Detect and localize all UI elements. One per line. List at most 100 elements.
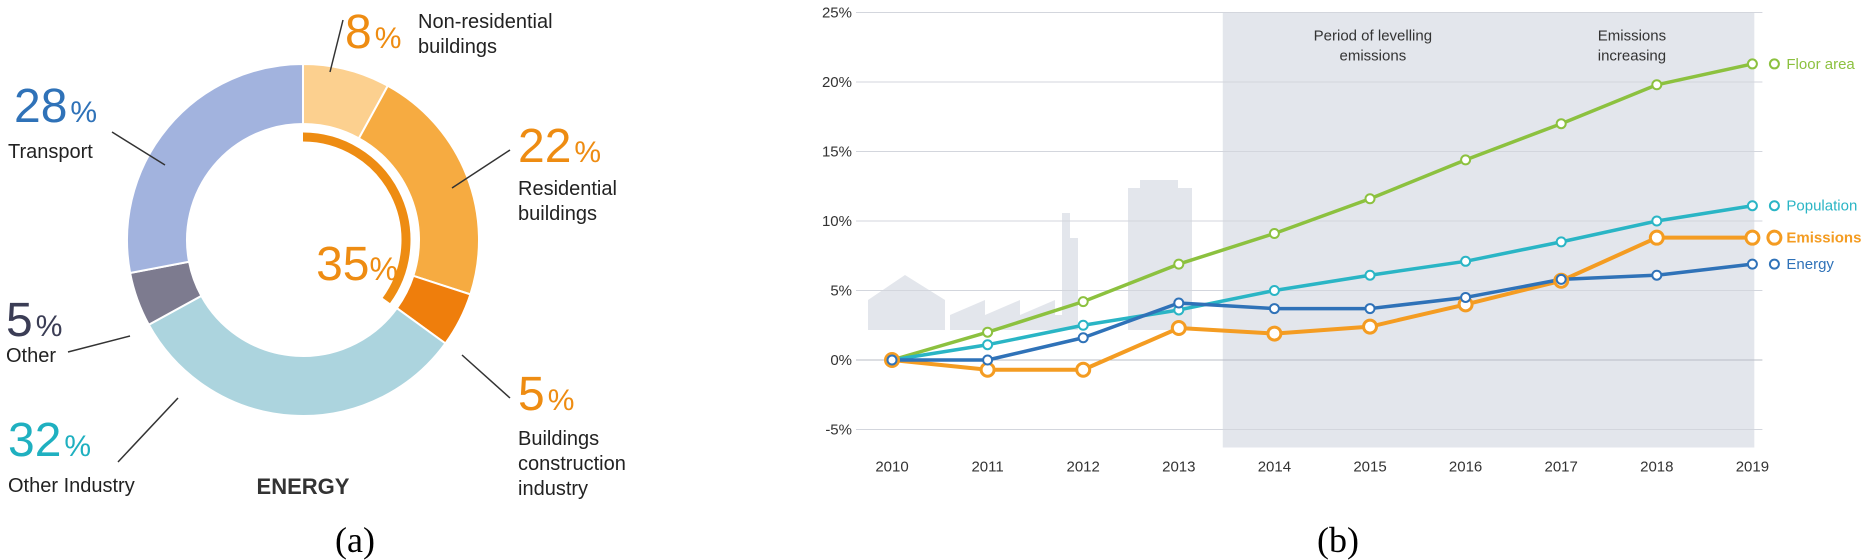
series-label-energy: Energy	[1786, 256, 1834, 273]
point-floor-area	[1651, 79, 1663, 91]
series-label-floor-area: Floor area	[1786, 56, 1855, 73]
x-tick-label: 2014	[1258, 459, 1291, 476]
x-tick-label: 2013	[1162, 459, 1195, 476]
shaded-period-label-1: Period of levelling emissions	[1314, 28, 1432, 65]
leader-residential-buildings	[451, 149, 511, 189]
slice-label-buildings-construction-industry: Buildings construction industry	[518, 428, 626, 500]
shaded-period-1	[1222, 12, 1523, 448]
series-markers	[884, 58, 1761, 378]
slice-label-residential-buildings: Residential buildings	[518, 178, 617, 225]
leader-buildings-construction-industry	[461, 354, 511, 399]
point-energy	[1460, 291, 1472, 303]
x-axis: 2010 2011 2012 2013 2014 2015 2016 2017 2018 2019	[875, 459, 1769, 476]
slice-value-other-industry: 32%	[8, 414, 91, 467]
y-tick-label: 10%	[822, 213, 852, 230]
x-tick-label: 2012	[1067, 459, 1100, 476]
point-energy	[1651, 269, 1663, 281]
series-label-emissions: Emissions	[1786, 230, 1861, 247]
point-emissions	[1266, 325, 1283, 342]
point-floor-area	[1173, 258, 1185, 270]
point-energy	[1268, 303, 1280, 315]
series-label-population: Population	[1786, 198, 1857, 215]
y-tick-label: 0%	[830, 352, 852, 369]
x-tick-label: 2019	[1736, 459, 1769, 476]
point-floor-area	[1746, 58, 1758, 70]
slice-label-transport: Transport	[8, 141, 93, 163]
line-chart: Period of levelling emissions Emissions inc…	[822, 5, 1861, 560]
x-tick-label: 2015	[1353, 459, 1386, 476]
slice-label-other-industry: Other Industry	[8, 475, 135, 497]
slice-value-residential-buildings: 22%	[518, 120, 601, 173]
point-population	[982, 339, 994, 351]
point-floor-area	[1555, 118, 1567, 130]
slice-value-buildings-construction-industry: 5%	[518, 368, 574, 421]
point-population	[1555, 236, 1567, 248]
point-floor-area	[1460, 154, 1472, 166]
leader-transport	[111, 131, 166, 166]
shaded-period-label-2: Emissions increasing	[1598, 28, 1666, 65]
legend-marker-floor-area	[1768, 58, 1780, 70]
point-population	[1651, 215, 1663, 227]
point-emissions	[1362, 318, 1378, 335]
point-energy	[1746, 258, 1758, 270]
series-lines	[891, 62, 1753, 372]
leader-other-industry	[117, 397, 179, 463]
legend-marker-energy	[1768, 258, 1780, 270]
shaded-periods: Period of levelling emissions Emissions inc…	[1222, 12, 1755, 448]
caption-a: (a)	[335, 520, 375, 560]
point-energy	[1077, 332, 1089, 344]
slice-transport	[126, 62, 304, 275]
line-energy	[892, 262, 1753, 362]
tower-silhouette	[1128, 180, 1192, 330]
x-tick-label: 2017	[1545, 459, 1578, 476]
leader-other	[67, 335, 131, 353]
donut-slices	[126, 62, 480, 417]
point-population	[1364, 269, 1376, 281]
point-population	[1460, 255, 1472, 267]
slice-other-industry	[147, 294, 447, 417]
series-labels: Floor area Population Emissions Energy	[1766, 56, 1861, 273]
point-population	[1077, 319, 1089, 331]
point-energy	[1173, 297, 1185, 309]
legend-marker-population	[1768, 200, 1780, 212]
chimney-silhouette	[1070, 238, 1078, 330]
point-floor-area	[982, 326, 994, 338]
y-axis: -5% 0% 5% 10% 15% 20% 25%	[822, 5, 852, 439]
energy-share-value: 35%	[316, 238, 398, 291]
point-population	[1746, 200, 1758, 212]
slice-value-other: 5%	[6, 294, 62, 347]
slice-value-non-residential-buildings: 8%	[345, 6, 401, 59]
donut-chart: 8% Non-residential buildings 22 % Residential…	[6, 6, 626, 560]
line-floor-area	[891, 62, 1753, 362]
leader-non-residential-buildings	[329, 19, 344, 73]
legend-marker-emissions	[1766, 229, 1783, 246]
energy-share-arc	[302, 132, 411, 304]
y-tick-label: -5%	[825, 422, 852, 439]
slice-residential-buildings	[357, 84, 480, 296]
slice-label-non-residential-buildings: Non-residential buildings	[418, 11, 553, 58]
building-silhouettes	[868, 180, 1192, 330]
point-energy	[1555, 273, 1567, 285]
donut-center-label: ENERGY	[257, 474, 350, 499]
line-population	[891, 203, 1753, 362]
point-energy	[886, 354, 898, 366]
point-population	[1268, 285, 1280, 296]
y-tick-label: 5%	[830, 283, 852, 300]
point-floor-area	[1268, 228, 1280, 240]
x-tick-label: 2011	[971, 459, 1003, 476]
y-tick-label: 15%	[822, 144, 852, 161]
y-tick-label: 25%	[822, 5, 852, 22]
point-energy	[1364, 303, 1376, 315]
point-emissions	[1170, 320, 1187, 337]
point-floor-area	[1364, 193, 1376, 205]
point-emissions	[1075, 361, 1092, 378]
x-tick-label: 2016	[1449, 459, 1482, 476]
point-floor-area	[1077, 296, 1089, 308]
factory-silhouette	[950, 213, 1070, 330]
point-emissions	[1744, 229, 1761, 246]
donut-leader-lines	[67, 19, 511, 463]
x-tick-label: 2010	[875, 459, 908, 476]
caption-b: (b)	[1317, 520, 1359, 560]
x-tick-label: 2018	[1640, 459, 1673, 476]
